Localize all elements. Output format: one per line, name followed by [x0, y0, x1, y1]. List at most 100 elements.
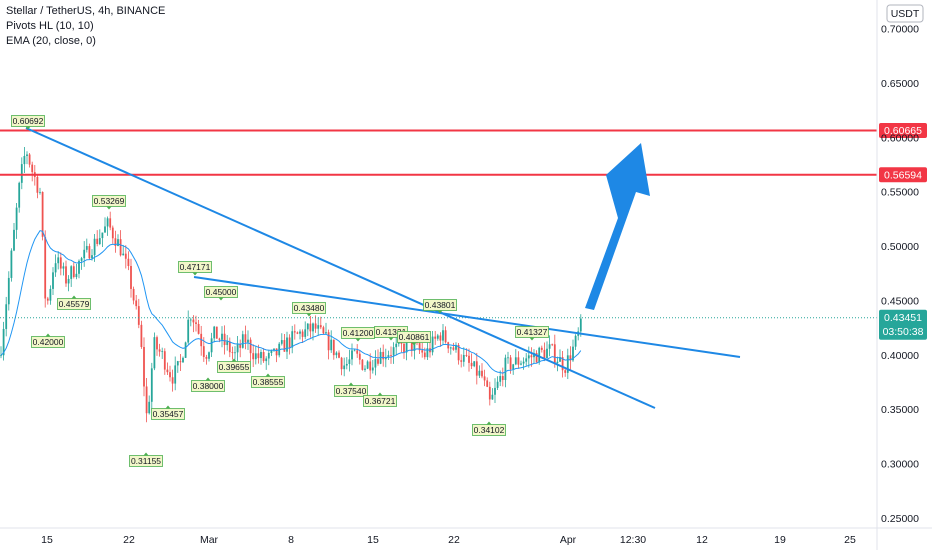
y-tick-label: 0.70000 — [881, 24, 919, 36]
svg-text:0.38000: 0.38000 — [193, 381, 224, 391]
candle — [462, 347, 465, 367]
candle — [140, 320, 143, 349]
candle — [182, 356, 184, 363]
candle — [369, 353, 372, 379]
svg-text:0.35457: 0.35457 — [153, 409, 184, 419]
candle — [317, 317, 320, 336]
pivot-low-label: 0.31155 — [129, 452, 163, 467]
candle — [569, 346, 572, 371]
candle — [455, 342, 457, 353]
candle — [491, 388, 494, 400]
currency-badge[interactable] — [886, 4, 924, 23]
svg-text:0.41200: 0.41200 — [343, 328, 374, 338]
level-price-badge — [879, 167, 927, 183]
candle — [330, 330, 333, 353]
candle — [486, 377, 489, 388]
candle — [148, 395, 151, 415]
candle — [335, 351, 338, 359]
candle — [439, 332, 442, 347]
pivot-low-label: 0.35457 — [151, 405, 185, 420]
x-tick-label: Apr — [560, 534, 577, 546]
candle — [249, 337, 252, 361]
candle — [522, 357, 525, 370]
candle — [299, 329, 301, 340]
candle — [205, 354, 208, 365]
candle — [322, 325, 325, 335]
bar-countdown-label: 03:50:38 — [883, 326, 924, 338]
candle — [184, 341, 187, 358]
x-tick-label: Mar — [200, 534, 219, 546]
candle — [340, 356, 343, 376]
candle — [122, 244, 125, 256]
candle — [364, 365, 366, 372]
level-price-label: 0.56594 — [884, 169, 922, 181]
candle — [449, 346, 452, 355]
y-tick-label: 0.60000 — [881, 132, 919, 144]
last-price-label: 0.43451 — [884, 312, 922, 324]
price-axis[interactable]: 0.70000 0.65000 0.60000 0.55000 0.50000 0.450… — [881, 4, 924, 525]
pivot-labels: 0.60692 0.53269 0.47171 0.45000 0.43480 0.412… — [11, 115, 549, 467]
candle — [215, 326, 218, 339]
pivot-low-label: 0.38555 — [251, 373, 285, 388]
candle — [481, 363, 483, 379]
ema-series — [0, 230, 582, 374]
candle — [114, 230, 117, 253]
svg-text:0.39655: 0.39655 — [219, 362, 250, 372]
candle — [442, 323, 444, 345]
candle — [265, 356, 268, 370]
x-tick-label: 8 — [288, 534, 294, 546]
svg-text:0.43801: 0.43801 — [425, 300, 456, 310]
y-tick-label: 0.55000 — [881, 187, 919, 199]
candle — [231, 346, 234, 360]
candle — [54, 254, 57, 277]
candle — [421, 342, 424, 358]
x-tick-label: 22 — [123, 534, 135, 546]
symbol-title[interactable]: Stellar / TetherUS, 4h, BINANCE — [6, 5, 166, 17]
candle — [293, 324, 296, 340]
svg-text:0.40861: 0.40861 — [399, 332, 430, 342]
candle — [39, 187, 41, 195]
level-price-label: 0.60665 — [884, 125, 922, 137]
ema-indicator-label[interactable]: EMA (20, close, 0) — [6, 35, 96, 47]
candle — [145, 377, 148, 423]
candle — [101, 232, 104, 248]
pivot-high-label: 0.47171 — [178, 261, 212, 276]
candle — [473, 360, 476, 368]
candle — [514, 349, 517, 366]
candle — [468, 348, 470, 372]
x-tick-label: 15 — [41, 534, 53, 546]
candle — [499, 370, 502, 387]
svg-text:0.41327: 0.41327 — [517, 327, 548, 337]
candle — [561, 351, 564, 378]
candle — [470, 353, 473, 370]
horizontal-levels[interactable]: 0.60665 0.56594 0.43451 03:50:38 — [0, 123, 927, 340]
trendlines[interactable] — [25, 127, 741, 409]
up-arrow-annotation[interactable] — [585, 143, 650, 310]
time-axis[interactable]: 15 22 Mar 8 15 22 Apr 12:30 12 19 25 — [41, 534, 856, 546]
trendline[interactable] — [25, 127, 656, 409]
candle — [174, 356, 177, 391]
candle — [520, 360, 522, 366]
candle — [187, 310, 190, 345]
candle — [338, 350, 340, 359]
candle — [171, 369, 174, 392]
candle — [62, 262, 65, 276]
candle — [46, 296, 49, 305]
pivots-indicator-label[interactable]: Pivots HL (10, 10) — [6, 20, 94, 32]
candle — [72, 262, 75, 279]
candle — [189, 317, 192, 327]
candle — [540, 345, 543, 353]
candle — [382, 344, 385, 367]
candle — [111, 225, 114, 244]
trendline[interactable] — [193, 276, 741, 358]
svg-text:0.45579: 0.45579 — [59, 299, 90, 309]
candle — [210, 332, 213, 357]
svg-text:0.42000: 0.42000 — [33, 337, 64, 347]
pivot-low-label: 0.37540 — [334, 382, 368, 397]
ema-line — [0, 230, 582, 374]
candle — [431, 331, 434, 356]
candle — [221, 326, 223, 348]
candle — [241, 330, 244, 349]
candle — [13, 223, 15, 252]
